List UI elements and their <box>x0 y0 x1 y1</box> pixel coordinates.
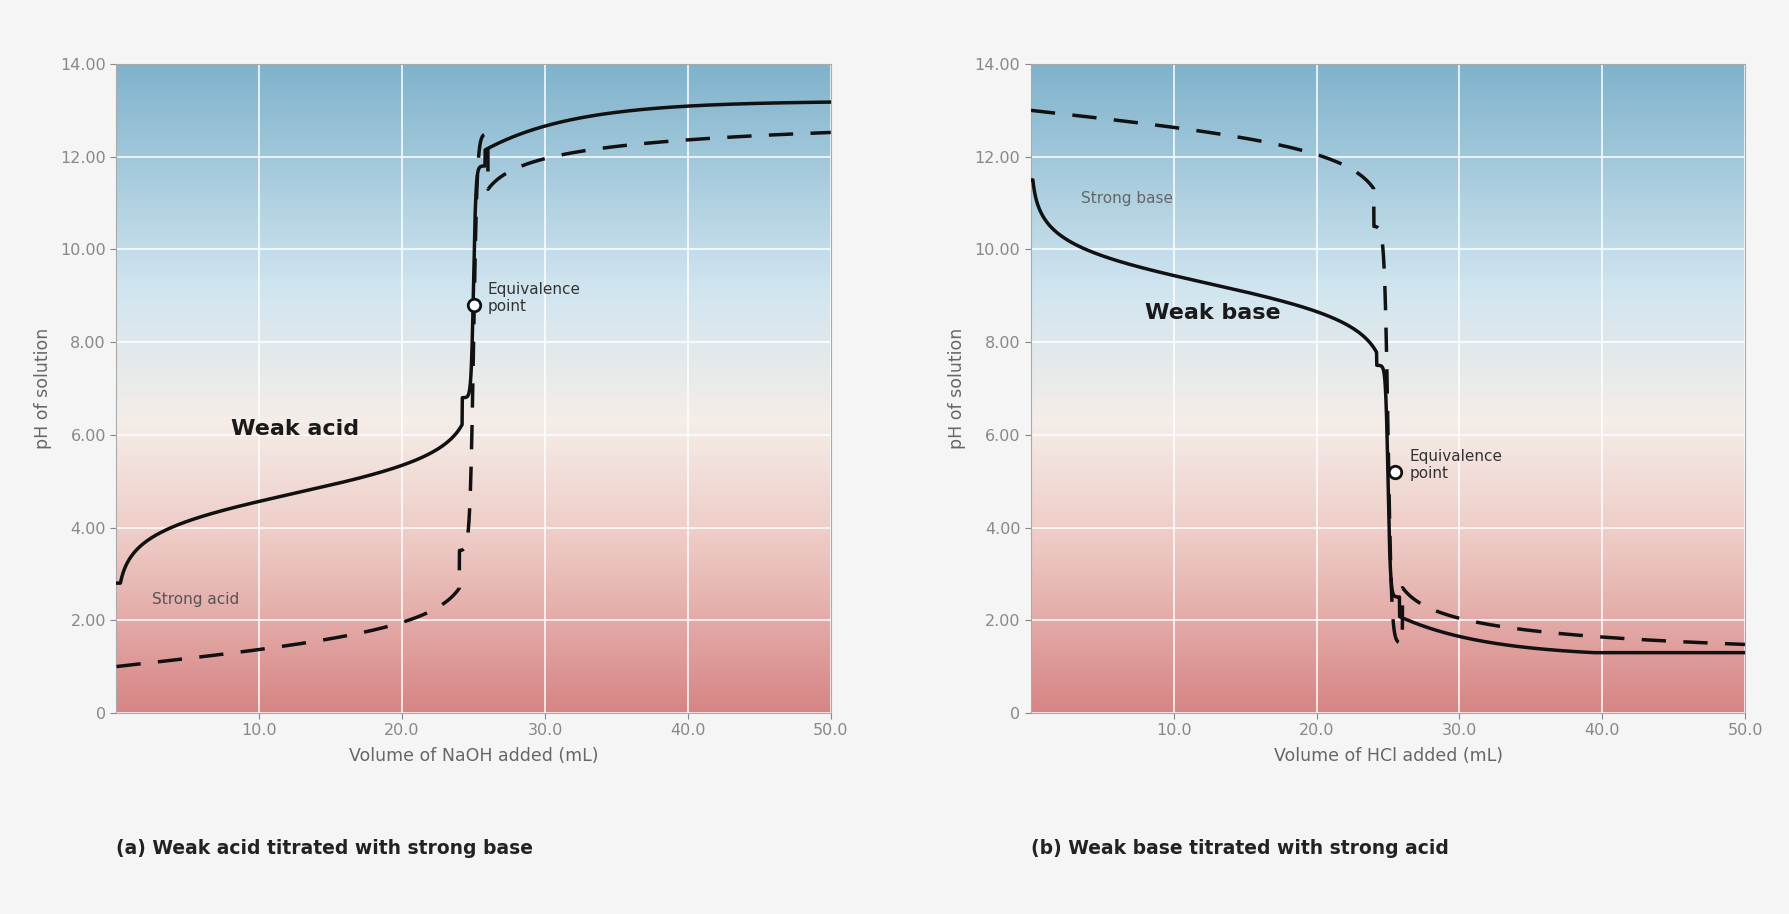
Text: Weak acid: Weak acid <box>231 419 358 439</box>
Y-axis label: pH of solution: pH of solution <box>34 328 52 449</box>
Text: (b) Weak base titrated with strong acid: (b) Weak base titrated with strong acid <box>1030 839 1447 858</box>
Text: Strong acid: Strong acid <box>152 592 240 607</box>
Text: Equivalence
point: Equivalence point <box>1408 449 1501 481</box>
X-axis label: Volume of HCl added (mL): Volume of HCl added (mL) <box>1272 747 1501 765</box>
Text: (a) Weak acid titrated with strong base: (a) Weak acid titrated with strong base <box>116 839 533 858</box>
Text: Weak base: Weak base <box>1145 303 1281 323</box>
Text: Strong base: Strong base <box>1081 191 1172 206</box>
Y-axis label: pH of solution: pH of solution <box>948 328 966 449</box>
X-axis label: Volume of NaOH added (mL): Volume of NaOH added (mL) <box>349 747 598 765</box>
Text: Equivalence
point: Equivalence point <box>488 282 580 314</box>
